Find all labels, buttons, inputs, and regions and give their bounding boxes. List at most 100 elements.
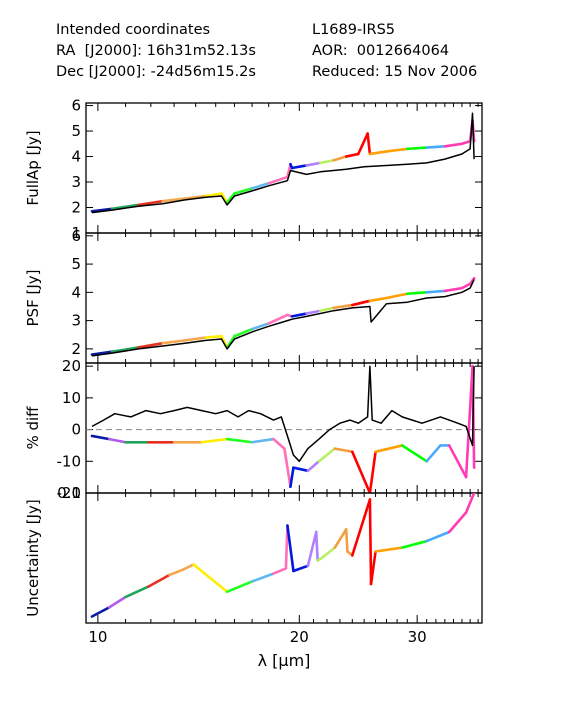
series-segment — [181, 563, 195, 572]
y-tick-label: 3 — [71, 173, 81, 191]
y-tick-label: 6 — [71, 97, 81, 115]
header: Intended coordinates RA [J2000]: 16h31m5… — [0, 0, 566, 90]
y-tick-label: 6 — [71, 227, 81, 245]
series-segment — [405, 146, 428, 151]
series-segment — [405, 291, 428, 296]
series-segment — [374, 546, 404, 553]
series-segment — [204, 334, 223, 339]
series-segment — [267, 175, 289, 185]
series-segment — [425, 289, 447, 294]
series-segment — [400, 539, 428, 549]
series-segment — [306, 530, 318, 568]
series-segment — [350, 450, 372, 493]
series-segment — [374, 444, 404, 454]
series-segment — [90, 434, 111, 441]
series-segment — [110, 203, 140, 211]
series-segment — [447, 511, 468, 534]
y-tick-label: 4 — [71, 148, 81, 166]
series-segment — [385, 147, 409, 153]
series-line-black — [91, 365, 475, 463]
series-segment — [233, 187, 254, 195]
series-segment — [90, 350, 114, 356]
x-tick-label: 10 — [88, 628, 107, 646]
header-left-line-1: Intended coordinates — [56, 22, 211, 38]
series-segment — [319, 159, 335, 165]
y-tick-label: 5 — [71, 122, 81, 140]
series-segment — [443, 286, 464, 293]
header-left-line-2: RA [J2000]: 16h31m52.13s — [56, 43, 256, 59]
series-segment — [168, 568, 185, 577]
series-segment — [464, 493, 476, 514]
series-segment — [305, 309, 322, 315]
series-segment — [333, 447, 354, 454]
series-segment — [225, 334, 236, 349]
y-tick-label: 1 — [71, 224, 81, 242]
series-segment — [220, 192, 229, 204]
series-segment — [107, 437, 127, 444]
series-segment — [447, 444, 468, 479]
series-segment — [425, 444, 442, 463]
y-tick-label: 10 — [62, 389, 81, 407]
series-segment — [368, 150, 388, 156]
series-segment — [90, 207, 114, 213]
series-segment — [110, 346, 140, 353]
series-segment — [225, 437, 254, 444]
y-axis-label: % diff — [24, 406, 42, 450]
series-segment — [225, 192, 236, 204]
series-segment — [400, 444, 428, 463]
series-segment — [250, 322, 270, 331]
series-segment — [356, 132, 369, 156]
x-axis-label: λ [μm] — [258, 651, 311, 670]
series-segment — [292, 564, 310, 573]
y-axis-label: Uncertainty [Jy] — [24, 499, 42, 616]
series-segment — [107, 595, 127, 609]
series-segment — [267, 313, 289, 325]
series-segment — [272, 437, 286, 450]
series-segment — [289, 466, 295, 488]
series-segment — [90, 606, 111, 618]
series-segment — [314, 530, 319, 562]
y-tick-label: 5 — [71, 255, 81, 273]
header-right-line-2: AOR: 0012664064 — [312, 43, 450, 59]
series-segment — [290, 164, 308, 170]
series-segment — [344, 528, 349, 553]
panel-frame — [85, 362, 483, 494]
series-segment — [220, 334, 229, 349]
header-right-line-1: L1689-IRS5 — [312, 22, 395, 38]
series-segment — [283, 447, 292, 488]
series-segment — [292, 466, 310, 473]
series-segment — [161, 339, 187, 345]
series-segment — [344, 152, 360, 158]
header-left-line-3: Dec [J2000]: -24d56m15.2s — [56, 64, 256, 80]
series-segment — [460, 139, 472, 146]
series-segment — [286, 524, 295, 573]
y-tick-label: 20 — [62, 357, 81, 375]
series-segment — [425, 145, 447, 149]
panel-3: -20 -10 0 10 20 % diff — [24, 357, 483, 502]
series-segment — [192, 563, 229, 594]
panel-frame — [85, 232, 483, 364]
x-tick-label: 20 — [290, 628, 309, 646]
y-tick-label: -20 — [57, 484, 82, 502]
series-segment — [332, 155, 348, 162]
series-segment — [460, 282, 472, 290]
series-segment — [272, 567, 288, 575]
series-segment — [124, 585, 150, 599]
y-axis-label: FullAp [Jy] — [24, 130, 42, 205]
series-segment — [333, 528, 348, 549]
series-segment — [225, 580, 254, 594]
panel-1: 1 2 3 4 5 6 FullAp [Jy] — [24, 97, 483, 242]
series-segment — [137, 341, 165, 349]
series-segment — [306, 459, 321, 473]
series-segment — [468, 276, 476, 286]
series-segment — [161, 197, 187, 203]
y-tick-label: 4 — [71, 283, 81, 301]
y-axis-label: PSF [Jy] — [24, 270, 42, 327]
panel-frame — [85, 102, 483, 234]
series-segment — [369, 550, 377, 586]
series-segment — [366, 132, 372, 156]
series-segment — [350, 299, 372, 307]
series-segment — [250, 181, 270, 190]
series-line-black — [91, 279, 475, 357]
